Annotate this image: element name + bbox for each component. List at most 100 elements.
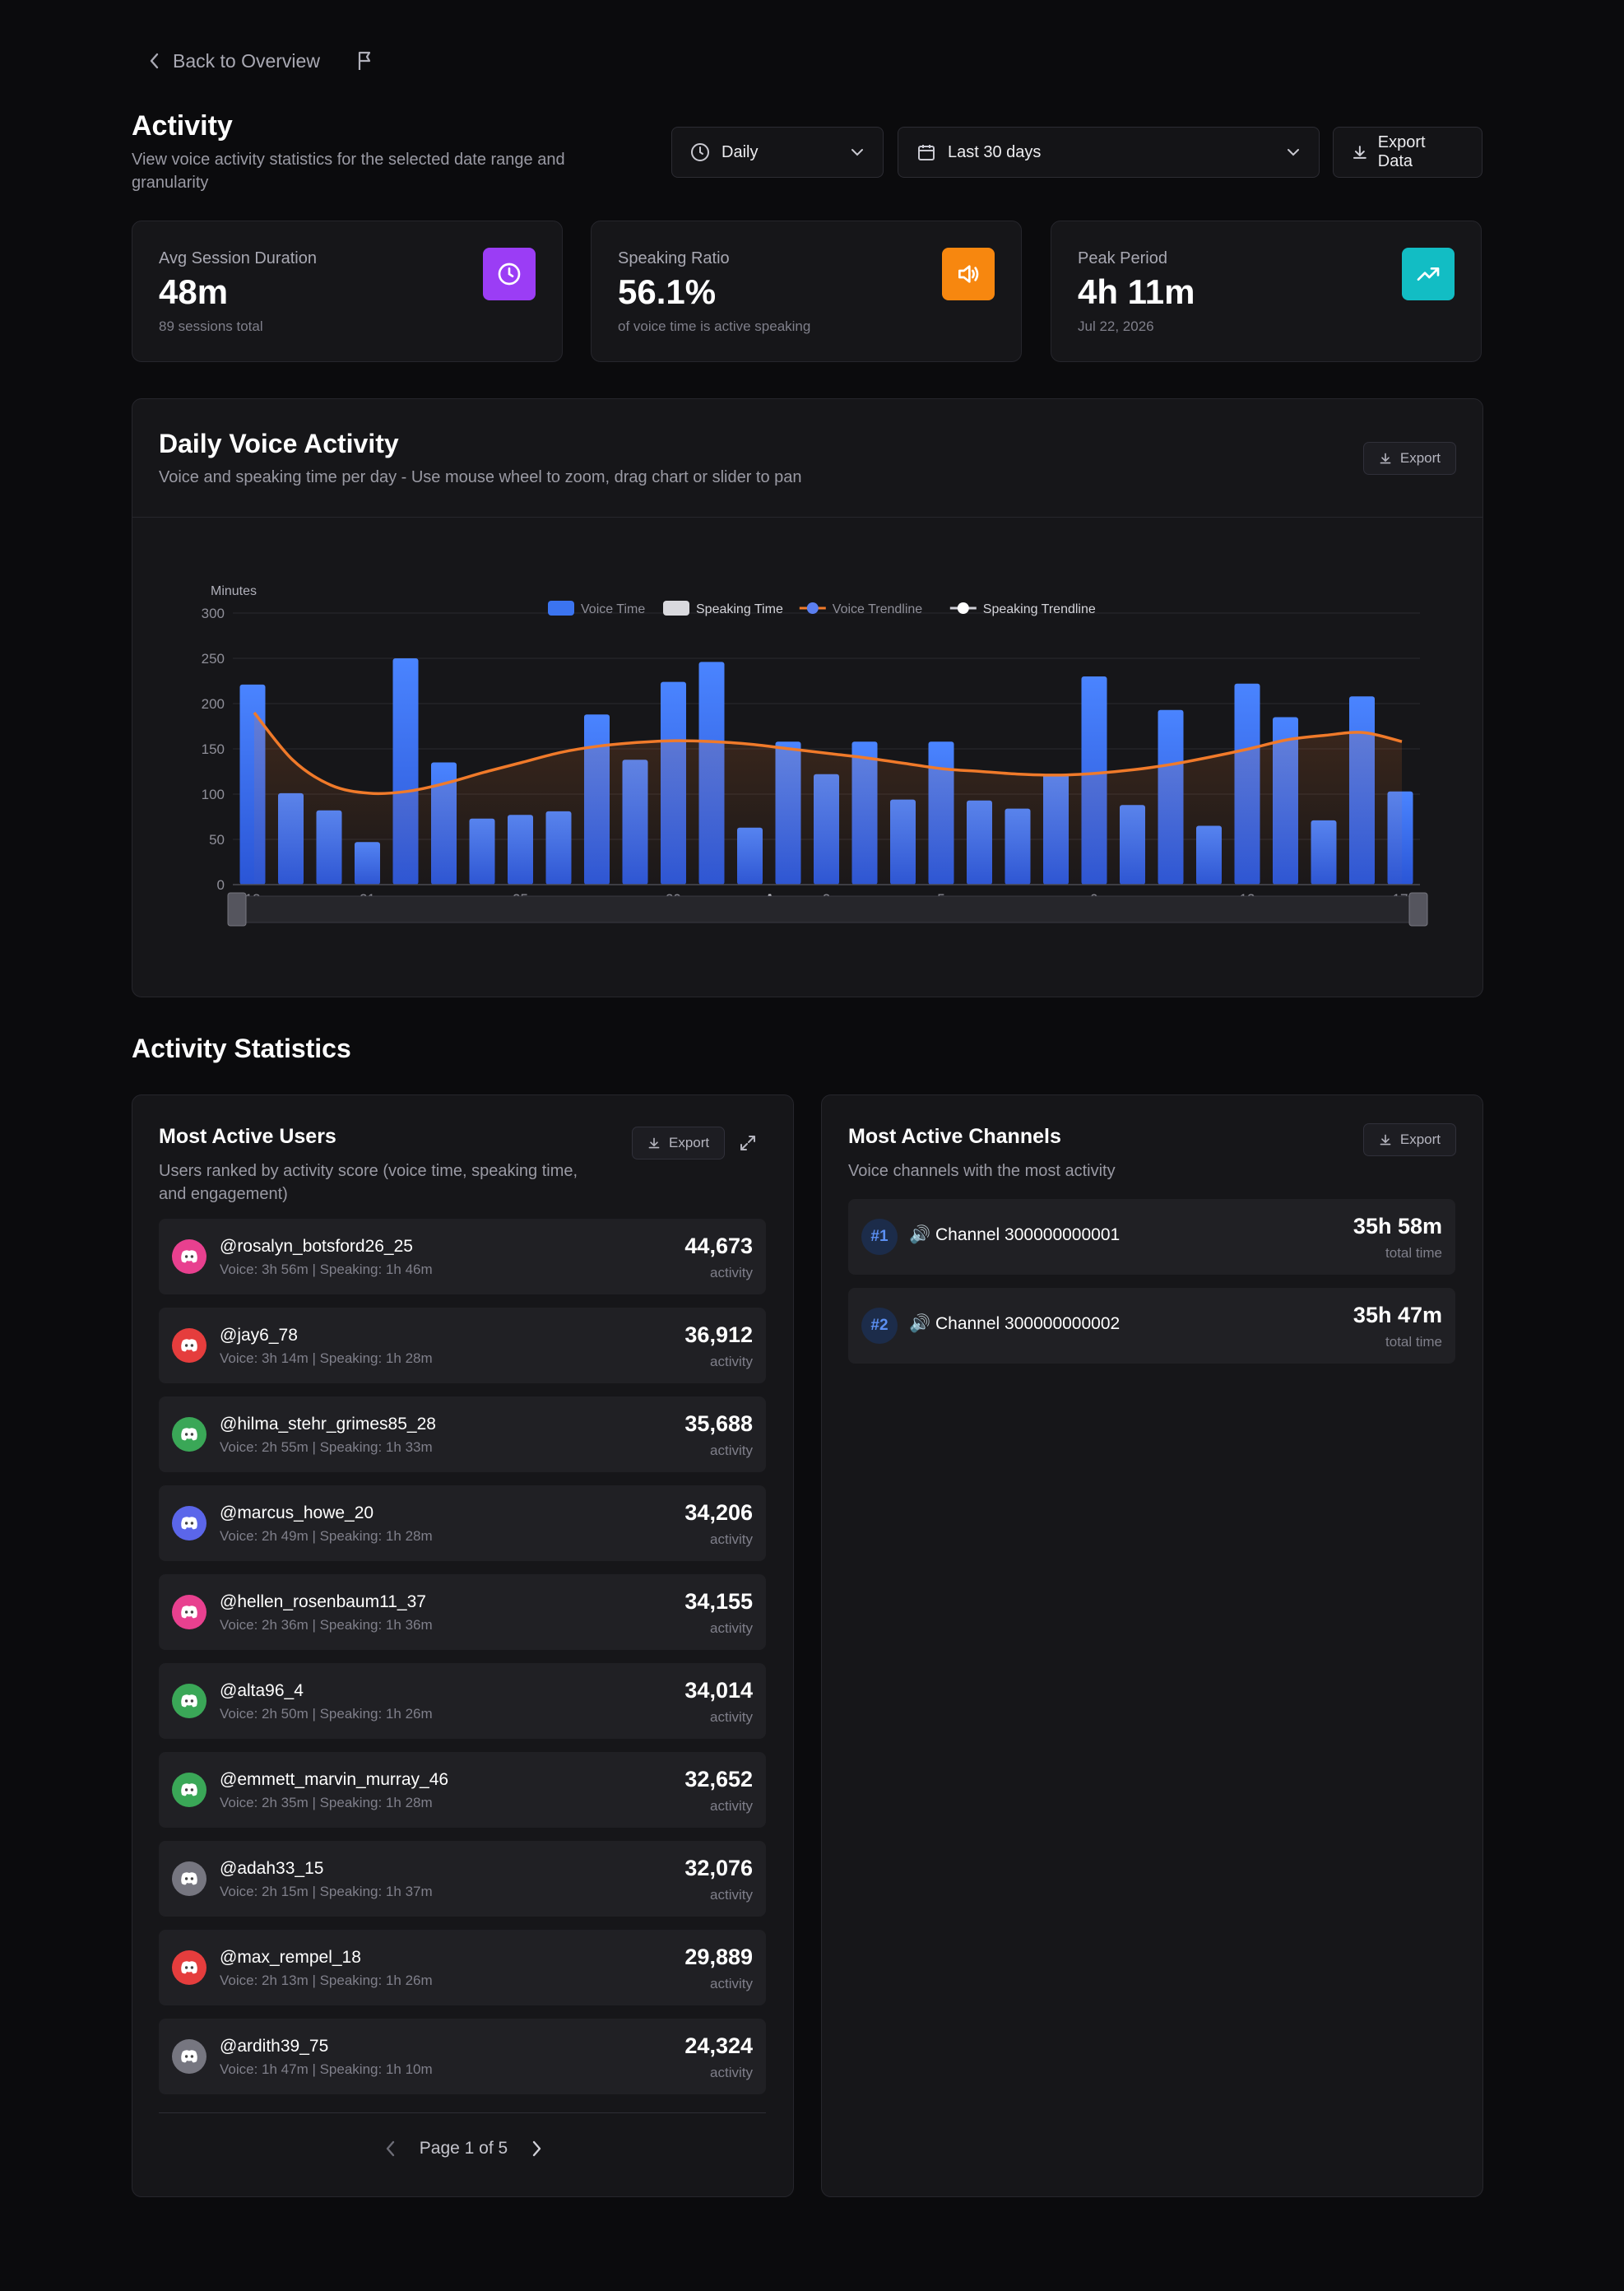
zoom-slider-handle-left[interactable] xyxy=(227,892,247,927)
date-range-value: Last 30 days xyxy=(948,142,1042,161)
panel-subtitle: Voice channels with the most activity xyxy=(848,1162,1116,1180)
date-range-select[interactable]: Last 30 days xyxy=(898,127,1320,178)
activity-score: 35,688 xyxy=(684,1411,753,1436)
chevron-left-icon xyxy=(150,53,159,69)
channel-row[interactable]: #2 🔊 Channel 300000000002 35h 47m total tim… xyxy=(848,1288,1455,1364)
download-icon xyxy=(1380,1134,1391,1146)
most-active-channels-panel: Most Active Channels Voice channels with… xyxy=(821,1094,1483,2197)
user-row[interactable]: @adah33_15 Voice: 2h 15m | Speaking: 1h 3… xyxy=(159,1841,766,1917)
user-detail: Voice: 2h 55m | Speaking: 1h 33m xyxy=(220,1439,433,1455)
voice-trendline xyxy=(253,711,1403,796)
download-icon xyxy=(648,1137,660,1149)
pager-divider xyxy=(159,2112,766,2113)
y-tick-label: 50 xyxy=(209,832,225,848)
expand-button[interactable] xyxy=(736,1132,759,1155)
channels-export-button[interactable]: Export xyxy=(1362,1123,1456,1156)
y-tick-label: 200 xyxy=(202,696,225,712)
export-data-button[interactable]: Export Data xyxy=(1333,127,1482,178)
discord-avatar-icon xyxy=(172,1950,206,1985)
activity-score: 34,155 xyxy=(684,1589,753,1614)
user-row[interactable]: @alta96_4 Voice: 2h 50m | Speaking: 1h 26… xyxy=(159,1663,766,1739)
stat-label: Speaking Ratio xyxy=(618,249,730,267)
legend-label: Speaking Time xyxy=(696,602,783,616)
page-subtitle: View voice activity statistics for the s… xyxy=(132,151,565,192)
user-name: @rosalyn_botsford26_25 xyxy=(220,1237,413,1256)
activity-score: 24,324 xyxy=(684,2033,753,2058)
activity-label: activity xyxy=(710,1798,753,1814)
chart-export-label: Export xyxy=(1399,450,1441,466)
y-tick-label: 0 xyxy=(217,877,225,893)
total-time-label: total time xyxy=(1385,1245,1442,1261)
stat-footnote: 89 sessions total xyxy=(159,318,263,334)
most-active-users-panel: Most Active Users Users ranked by activi… xyxy=(132,1094,794,2197)
user-row[interactable]: @emmett_marvin_murray_46 Voice: 2h 35m | … xyxy=(159,1752,766,1828)
user-row[interactable]: @hellen_rosenbaum11_37 Voice: 2h 36m | Sp… xyxy=(159,1574,766,1650)
discord-avatar-icon xyxy=(172,1328,206,1363)
panel-title: Most Active Users xyxy=(159,1125,336,1148)
activity-label: activity xyxy=(710,1443,753,1458)
user-detail: Voice: 2h 13m | Speaking: 1h 26m xyxy=(220,1973,433,1988)
channel-row[interactable]: #1 🔊 Channel 300000000001 35h 58m total tim… xyxy=(848,1199,1455,1275)
back-to-overview-link[interactable]: Back to Overview xyxy=(148,46,320,76)
y-axis-label: Minutes xyxy=(211,584,257,598)
discord-avatar-icon xyxy=(172,1595,206,1629)
user-name: @alta96_4 xyxy=(220,1681,304,1700)
activity-score: 32,076 xyxy=(684,1856,753,1880)
discord-avatar-icon xyxy=(172,1506,206,1540)
back-label: Back to Overview xyxy=(173,49,320,72)
daily-voice-activity-card: Daily Voice Activity Voice and speaking … xyxy=(132,398,1483,997)
panel-subtitle: Users ranked by activity score (voice ti… xyxy=(159,1162,578,1203)
chart-export-button[interactable]: Export xyxy=(1362,442,1456,475)
flag-button[interactable] xyxy=(352,48,378,74)
discord-avatar-icon xyxy=(172,2039,206,2074)
calendar-icon xyxy=(918,145,935,160)
chevron-left-icon[interactable] xyxy=(383,2140,398,2158)
page-indicator: Page 1 of 5 xyxy=(419,2139,508,2158)
users-export-button[interactable]: Export xyxy=(632,1127,726,1159)
user-detail: Voice: 2h 36m | Speaking: 1h 36m xyxy=(220,1617,433,1633)
chevron-right-icon[interactable] xyxy=(529,2140,544,2158)
speaker-icon xyxy=(942,248,995,300)
discord-avatar-icon xyxy=(172,1684,206,1718)
activity-label: activity xyxy=(710,1976,753,1991)
y-tick-label: 250 xyxy=(202,651,225,667)
voice-activity-chart[interactable]: 050100150200250300Minutes18212529Aug2591… xyxy=(132,518,1482,995)
user-row[interactable]: @ardith39_75 Voice: 1h 47m | Speaking: 1h… xyxy=(159,2019,766,2094)
discord-avatar-icon xyxy=(172,1239,206,1274)
legend-label: Voice Trendline xyxy=(833,602,923,616)
user-row[interactable]: @marcus_howe_20 Voice: 2h 49m | Speaking:… xyxy=(159,1485,766,1561)
panel-title: Most Active Channels xyxy=(848,1125,1061,1148)
activity-score: 29,889 xyxy=(684,1945,753,1969)
legend-swatch-dot xyxy=(806,602,819,614)
total-time-label: total time xyxy=(1385,1334,1442,1350)
download-icon xyxy=(1353,146,1366,159)
stat-value: 56.1% xyxy=(618,272,717,311)
trendline-area xyxy=(254,713,1402,885)
stat-label: Avg Session Duration xyxy=(159,249,317,267)
zoom-slider-track xyxy=(235,895,1413,923)
pagination: Page 1 of 5 xyxy=(132,2139,795,2159)
zoom-slider-handle-right[interactable] xyxy=(1408,892,1428,927)
channels-export-label: Export xyxy=(1399,1132,1441,1147)
clock-icon xyxy=(483,248,536,300)
granularity-value: Daily xyxy=(722,142,759,161)
download-icon xyxy=(1380,453,1391,464)
section-title: Activity Statistics xyxy=(132,1034,351,1063)
discord-avatar-icon xyxy=(172,1773,206,1807)
granularity-select[interactable]: Daily xyxy=(671,127,884,178)
user-row[interactable]: @jay6_78 Voice: 3h 14m | Speaking: 1h 28m… xyxy=(159,1308,766,1383)
activity-label: activity xyxy=(710,2065,753,2080)
activity-label: activity xyxy=(710,1709,753,1725)
stat-value: 4h 11m xyxy=(1078,272,1195,311)
legend-label: Voice Time xyxy=(581,602,645,616)
user-row[interactable]: @rosalyn_botsford26_25 Voice: 3h 56m | Sp… xyxy=(159,1219,766,1294)
discord-avatar-icon xyxy=(172,1861,206,1896)
chart-divider xyxy=(132,517,1482,518)
user-detail: Voice: 2h 15m | Speaking: 1h 37m xyxy=(220,1884,433,1899)
user-row[interactable]: @max_rempel_18 Voice: 2h 13m | Speaking: … xyxy=(159,1930,766,2005)
legend-swatch xyxy=(548,601,574,616)
user-row[interactable]: @hilma_stehr_grimes85_28 Voice: 2h 55m | … xyxy=(159,1396,766,1472)
stat-footnote: Jul 22, 2026 xyxy=(1078,318,1154,334)
activity-label: activity xyxy=(710,1620,753,1636)
discord-avatar-icon xyxy=(172,1417,206,1452)
